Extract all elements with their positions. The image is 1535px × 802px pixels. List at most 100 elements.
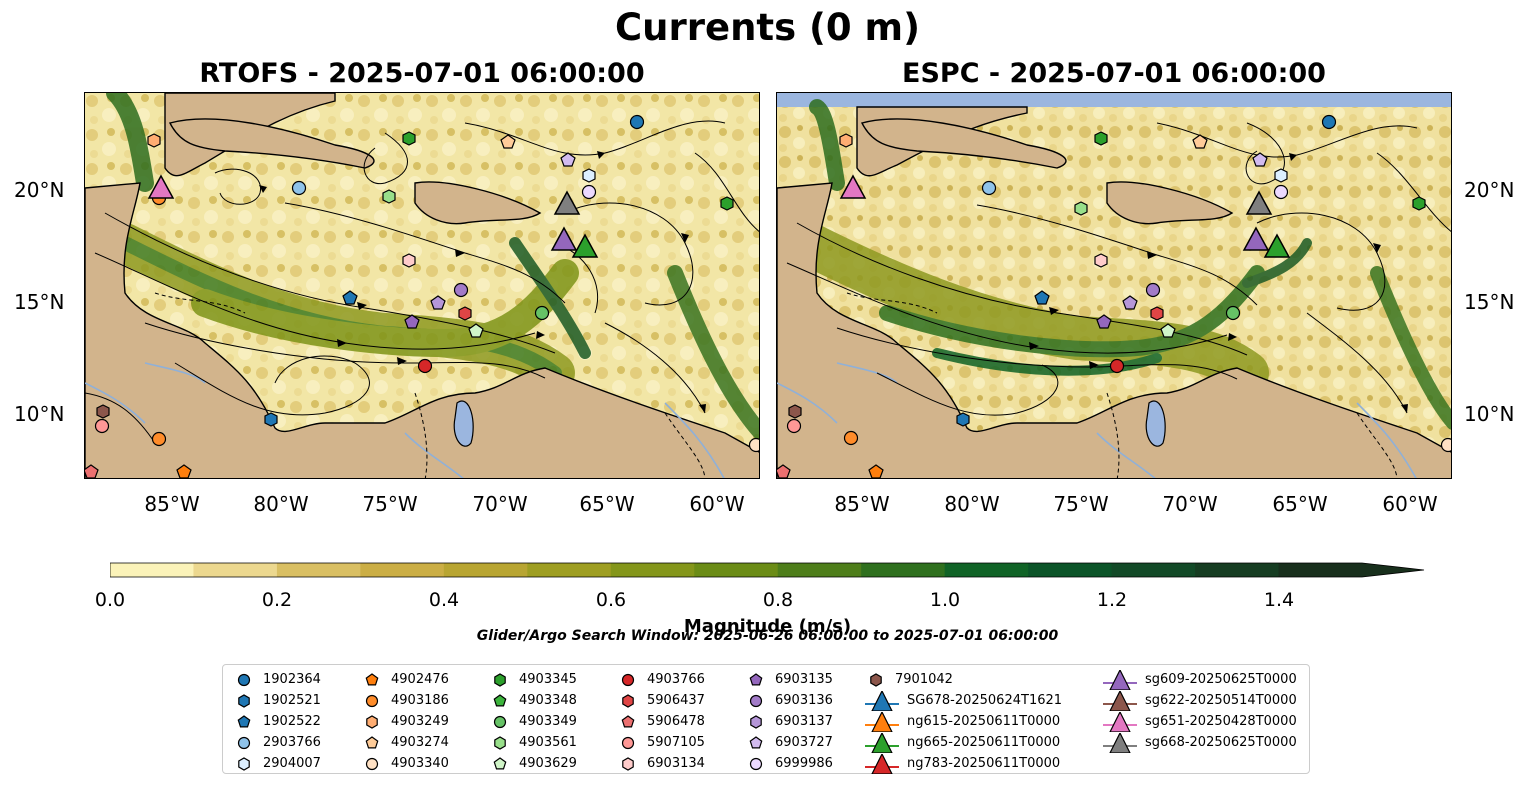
pentagon-marker-icon	[237, 714, 251, 727]
legend-item: 6903137	[745, 711, 833, 732]
legend-column: 4903766 5906437 5906478 5907105 6903134	[617, 669, 705, 774]
legend-item-label: 6999986	[775, 756, 833, 771]
legend-item: 5906437	[617, 690, 705, 711]
circle-marker-icon	[493, 715, 507, 728]
legend-item-label: SG678-20250624T1621	[907, 693, 1063, 708]
hexagon-marker-icon	[366, 714, 378, 729]
colorbar-tick-7: 1.4	[1263, 589, 1295, 611]
y-tick-15n-left: 15°N	[14, 290, 65, 314]
pentagon-marker-icon	[493, 756, 507, 769]
circle-marker-icon	[621, 736, 635, 749]
x-tick-65w-left: 65°W	[579, 492, 635, 516]
legend-item: 4903629	[489, 753, 577, 774]
x-tick-85w-right: 85°W	[834, 492, 890, 516]
circle-marker-icon	[621, 673, 635, 686]
colorbar-segment	[1028, 563, 1113, 577]
hexagon-marker-icon	[494, 672, 506, 687]
colorbar	[109, 561, 1430, 585]
legend-item: 2904007	[233, 753, 321, 774]
colorbar-segment	[110, 563, 194, 577]
colorbar-tick-2: 0.4	[428, 589, 460, 611]
legend-item-label: 6903137	[775, 714, 833, 729]
legend-item-label: 6903134	[647, 756, 705, 771]
rtofs-map-canvas	[85, 93, 759, 478]
pentagon-marker-icon	[621, 714, 635, 727]
colorbar-tick-1: 0.2	[261, 589, 293, 611]
pentagon-marker-icon	[365, 735, 379, 748]
legend-item-label: 4903340	[391, 756, 449, 771]
x-tick-60w-right: 60°W	[1382, 492, 1438, 516]
circle-marker-icon	[365, 694, 379, 707]
legend-column: 4902476 4903186 4903249 4903274 4903340	[361, 669, 449, 774]
legend-item: 6903727	[745, 732, 833, 753]
colorbar-segment	[777, 563, 862, 577]
legend-item: 6903135	[745, 669, 833, 690]
y-tick-10n-right: 10°N	[1464, 402, 1515, 426]
legend-item-label: 4903349	[519, 714, 577, 729]
legend-item-label: 4903561	[519, 735, 577, 750]
colorbar-segment	[694, 563, 779, 577]
legend-item: 1902364	[233, 669, 321, 690]
legend-item: 4903766	[617, 669, 705, 690]
legend-item-label: ng665-20250611T0000	[907, 735, 1061, 750]
colorbar-tick-6: 1.2	[1096, 589, 1128, 611]
triangle-marker-icon	[865, 732, 899, 753]
legend-item: sg622-20250514T0000	[1103, 690, 1297, 711]
circle-marker-icon	[237, 736, 251, 749]
triangle-marker-icon	[1103, 690, 1137, 711]
rtofs-panel-title: RTOFS - 2025-07-01 06:00:00	[199, 58, 645, 89]
legend-item: 4903249	[361, 711, 449, 732]
legend-column: 4903345 4903348 4903349 4903561 4903629	[489, 669, 577, 774]
figure-title: Currents (0 m)	[614, 6, 920, 49]
legend-item-label: 2904007	[263, 756, 321, 771]
legend-item: sg651-20250428T0000	[1103, 711, 1297, 732]
x-tick-70w-right: 70°W	[1162, 492, 1218, 516]
hexagon-marker-icon	[238, 756, 250, 771]
legend-item-label: sg668-20250625T0000	[1145, 735, 1297, 750]
colorbar-segment	[276, 563, 361, 577]
y-tick-20n-right: 20°N	[1464, 178, 1515, 202]
legend-item: 4902476	[361, 669, 449, 690]
legend-item-label: 4903348	[519, 693, 577, 708]
circle-marker-icon	[365, 757, 379, 770]
colorbar-tick-0: 0.0	[94, 589, 126, 611]
circle-marker-icon	[749, 694, 763, 707]
colorbar-segment	[360, 563, 445, 577]
legend-item-label: 4903249	[391, 714, 449, 729]
legend-item-label: 4903186	[391, 693, 449, 708]
triangle-marker-icon	[865, 690, 899, 711]
hexagon-marker-icon	[238, 693, 250, 708]
legend-item: 4903340	[361, 753, 449, 774]
legend-item-label: 1902522	[263, 714, 321, 729]
hexagon-marker-icon	[870, 672, 882, 687]
espc-panel-title: ESPC - 2025-07-01 06:00:00	[902, 58, 1326, 89]
x-tick-70w-left: 70°W	[472, 492, 528, 516]
legend-item: 4903348	[489, 690, 577, 711]
x-tick-80w-left: 80°W	[253, 492, 309, 516]
colorbar-outline	[109, 562, 1425, 578]
circle-marker-icon	[749, 757, 763, 770]
legend-item-label: 2903766	[263, 735, 321, 750]
pentagon-marker-icon	[749, 735, 763, 748]
legend-item-label: 6903727	[775, 735, 833, 750]
x-tick-80w-right: 80°W	[944, 492, 1000, 516]
x-tick-75w-right: 75°W	[1053, 492, 1109, 516]
triangle-marker-icon	[865, 711, 899, 732]
triangle-marker-icon	[1103, 732, 1137, 753]
legend-item: 5906478	[617, 711, 705, 732]
legend-item-label: 5906478	[647, 714, 705, 729]
legend-item: 5907105	[617, 732, 705, 753]
legend-item-label: 4903766	[647, 672, 705, 687]
legend-column: 7901042 SG678-20250624T1621 ng615-20250611…	[865, 669, 1062, 774]
legend: 1902364 1902521 1902522 2903766 2904007 49024…	[222, 664, 1310, 774]
legend-item: sg668-20250625T0000	[1103, 732, 1297, 753]
legend-item-label: 7901042	[895, 672, 953, 687]
legend-item-label: 1902364	[263, 672, 321, 687]
legend-item-label: sg651-20250428T0000	[1145, 714, 1297, 729]
legend-item: sg609-20250625T0000	[1103, 669, 1297, 690]
legend-item-label: ng783-20250611T0000	[907, 756, 1061, 771]
hexagon-marker-icon	[750, 714, 762, 729]
legend-item-label: 5906437	[647, 693, 705, 708]
colorbar-segment	[1278, 563, 1363, 577]
legend-item: 4903345	[489, 669, 577, 690]
